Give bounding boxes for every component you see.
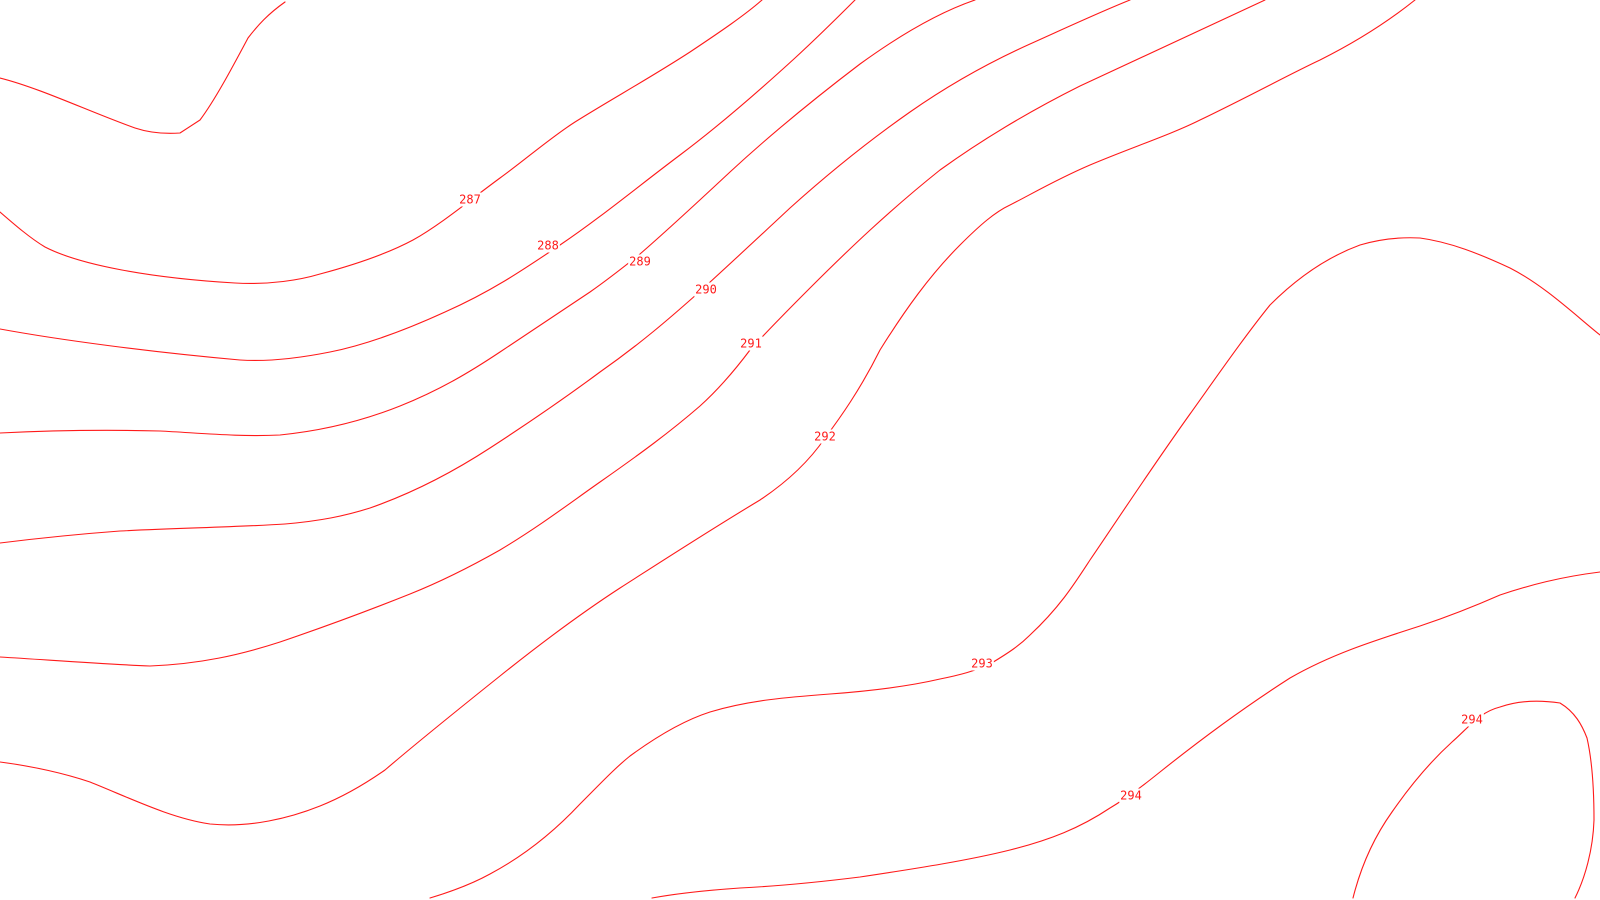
contour-line-288	[0, 0, 856, 362]
label-halo	[1460, 712, 1484, 727]
label-halo	[813, 429, 837, 444]
label-halo	[536, 238, 560, 253]
label-halo	[1119, 788, 1143, 803]
label-halo	[739, 336, 763, 351]
contour-label: 293	[971, 657, 993, 671]
contour-label: 288	[537, 239, 559, 253]
contour-line-290	[0, 0, 1131, 544]
label-halo	[970, 656, 994, 671]
contour-line-289	[0, 0, 976, 437]
contour-line-294	[651, 571, 1600, 899]
contour-label: 294	[1461, 713, 1483, 727]
contour-label: 290	[695, 283, 717, 297]
contour-label: 292	[814, 430, 836, 444]
contour-line-291	[0, 0, 1266, 667]
contour-line-292	[0, 0, 1416, 826]
contour-line-287	[0, 0, 763, 284]
contour-line-294-loop	[1352, 700, 1595, 899]
contour-label: 289	[629, 255, 651, 269]
label-halo	[694, 282, 718, 297]
contour-label: 291	[740, 337, 762, 351]
contour-line-top-left	[0, 1, 286, 134]
label-halo	[458, 192, 482, 207]
label-halo	[628, 254, 652, 269]
contour-line-293	[429, 237, 1600, 899]
contour-label: 294	[1120, 789, 1142, 803]
contour-label: 287	[459, 193, 481, 207]
